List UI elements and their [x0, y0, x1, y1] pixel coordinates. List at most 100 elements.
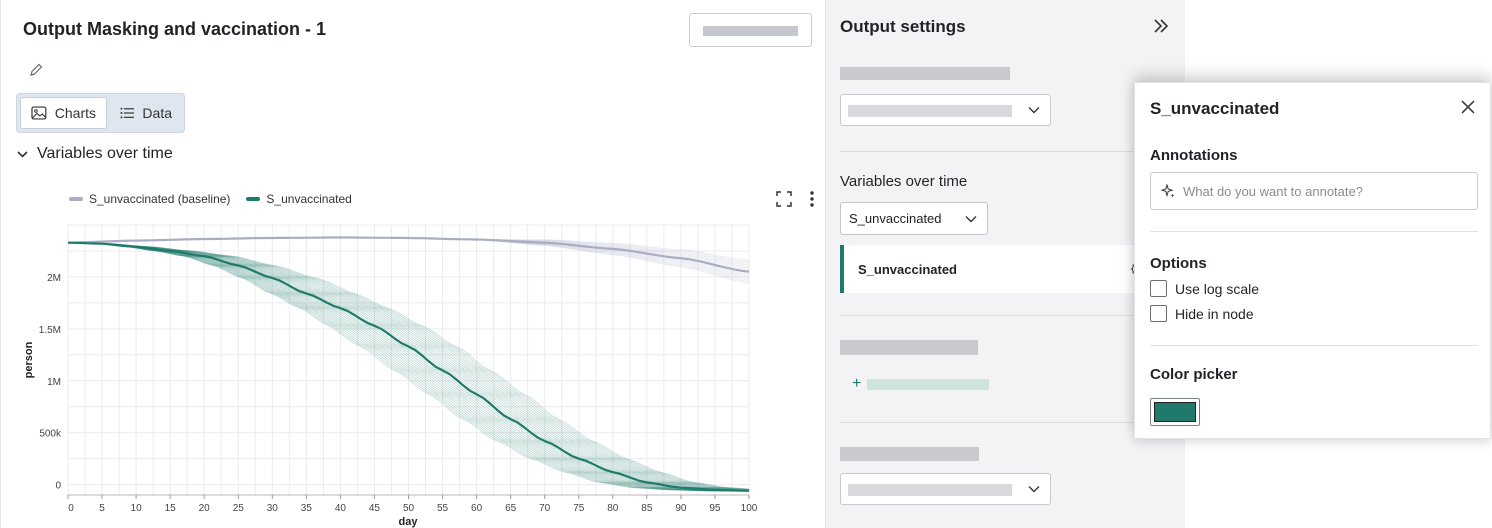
chart-legend: S_unvaccinated (baseline) S_unvaccinated — [69, 192, 352, 206]
tick-label-layer: 0 5 10 15 20 25 30 35 40 45 50 55 60 65 70 75 80 85 90 95 10… — [39, 273, 758, 514]
sparkle-icon — [1161, 184, 1175, 198]
line-chart: 0 5 10 15 20 25 30 35 40 45 50 55 60 65 70 75 80 85 90 95 10… — [23, 224, 758, 528]
variable-select[interactable]: S_unvaccinated — [840, 202, 988, 235]
placeholder-button[interactable] — [689, 13, 812, 47]
ensemble-run-line — [67, 242, 750, 490]
chevron-down-icon — [17, 150, 28, 158]
ensemble-run-line — [67, 242, 749, 492]
ensemble-run-line — [67, 242, 749, 492]
ensemble-run-line — [67, 242, 749, 492]
plus-icon: + — [852, 375, 862, 392]
legend-item-baseline: S_unvaccinated (baseline) — [69, 192, 230, 206]
divider — [840, 315, 1186, 316]
tab-data[interactable]: Data — [110, 97, 182, 129]
tab-data-label: Data — [142, 105, 172, 121]
ensemble-run-line — [67, 242, 750, 491]
variable-select-value: S_unvaccinated — [849, 211, 942, 226]
placeholder-bar — [703, 26, 798, 36]
x-tick-label: 70 — [539, 503, 551, 514]
ensemble-run-line — [67, 242, 749, 492]
legend-label-baseline: S_unvaccinated (baseline) — [89, 192, 231, 206]
variables-section-toggle[interactable]: Variables over time — [16, 145, 173, 163]
ensemble-run-line — [67, 242, 750, 491]
series-line — [67, 241, 750, 492]
ensemble-run-line — [67, 242, 749, 492]
x-tick-label: 20 — [199, 503, 211, 514]
annotation-input[interactable]: What do you want to annotate? — [1150, 172, 1478, 210]
x-tick-label: 30 — [267, 503, 279, 514]
ensemble-run-line — [67, 242, 749, 492]
ensemble-run-line — [67, 242, 749, 492]
fullscreen-icon[interactable] — [776, 191, 792, 207]
placeholder-select[interactable] — [840, 94, 1051, 126]
x-tick-label: 50 — [403, 503, 415, 514]
tab-charts-label: Charts — [54, 105, 96, 121]
ensemble-run-line — [67, 242, 749, 492]
placeholder-bar — [840, 447, 979, 461]
variables-title: Variables over time — [840, 173, 968, 190]
annotations-label: Annotations — [1150, 147, 1238, 164]
ensemble-run-line — [67, 242, 749, 492]
x-tick-label: 80 — [607, 503, 619, 514]
selected-variable-item[interactable]: S_unvaccinated — [840, 245, 1186, 293]
annotation-placeholder: What do you want to annotate? — [1183, 183, 1363, 199]
pencil-icon[interactable] — [28, 62, 44, 78]
ensemble-run-line — [67, 242, 750, 491]
x-tick-label: 55 — [437, 503, 449, 514]
divider — [840, 151, 1186, 152]
x-tick-label: 5 — [99, 503, 105, 514]
ensemble-run-line — [67, 242, 750, 490]
y-tick-label: 500k — [39, 429, 62, 440]
series-line — [67, 236, 750, 273]
variable-popover: S_unvaccinated Annotations What do you w… — [1134, 82, 1491, 439]
divider — [1150, 231, 1478, 232]
x-tick-label: 45 — [369, 503, 381, 514]
settings-panel: Output settings Variables over time S_un… — [825, 0, 1186, 528]
x-tick-label: 35 — [301, 503, 313, 514]
add-row[interactable]: + — [852, 375, 990, 392]
image-icon — [31, 106, 47, 120]
x-tick-label: 10 — [131, 503, 143, 514]
x-tick-label: 90 — [675, 503, 687, 514]
y-axis-label: person — [23, 341, 35, 378]
hide-in-node-checkbox[interactable] — [1150, 305, 1167, 322]
legend-swatch-baseline — [69, 197, 83, 201]
color-picker-swatch[interactable] — [1150, 398, 1200, 426]
more-options-icon[interactable] — [805, 190, 819, 208]
placeholder-select-value — [848, 484, 1012, 496]
placeholder-select-value — [848, 105, 1012, 117]
y-tick-label: 1.5M — [39, 325, 61, 336]
x-tick-label: 25 — [233, 503, 245, 514]
list-icon — [120, 107, 135, 119]
y-tick-label: 2M — [47, 273, 61, 284]
close-icon[interactable] — [1460, 99, 1476, 115]
x-tick-label: 100 — [741, 503, 758, 514]
x-tick-label: 0 — [68, 503, 74, 514]
ensemble-run-line — [67, 242, 750, 490]
settings-title: Output settings — [840, 17, 966, 36]
chevron-down-icon — [965, 216, 977, 223]
x-tick-label: 40 — [335, 503, 347, 514]
placeholder-bar — [840, 340, 978, 355]
chevron-down-icon — [1028, 486, 1040, 493]
log-scale-checkbox[interactable] — [1150, 280, 1167, 297]
view-toggle: Charts Data — [16, 93, 185, 133]
x-tick-label: 65 — [505, 503, 517, 514]
hide-in-node-option[interactable]: Hide in node — [1150, 305, 1254, 322]
grid-layer — [67, 224, 750, 496]
placeholder-select[interactable] — [840, 473, 1051, 505]
ensemble-run-line — [67, 242, 749, 492]
x-axis-label: day — [399, 516, 419, 528]
ensemble-run-line — [67, 242, 750, 491]
popover-title: S_unvaccinated — [1150, 99, 1280, 118]
x-tick-label: 75 — [573, 503, 585, 514]
y-tick-label: 0 — [55, 481, 61, 492]
tab-charts[interactable]: Charts — [20, 97, 107, 129]
legend-item-unvaccinated: S_unvaccinated — [246, 192, 352, 206]
x-tick-label: 85 — [641, 503, 653, 514]
color-picker-label: Color picker — [1150, 366, 1238, 383]
log-scale-label: Use log scale — [1175, 280, 1260, 297]
log-scale-option[interactable]: Use log scale — [1150, 280, 1259, 297]
double-chevron-right-icon[interactable] — [1152, 17, 1170, 35]
